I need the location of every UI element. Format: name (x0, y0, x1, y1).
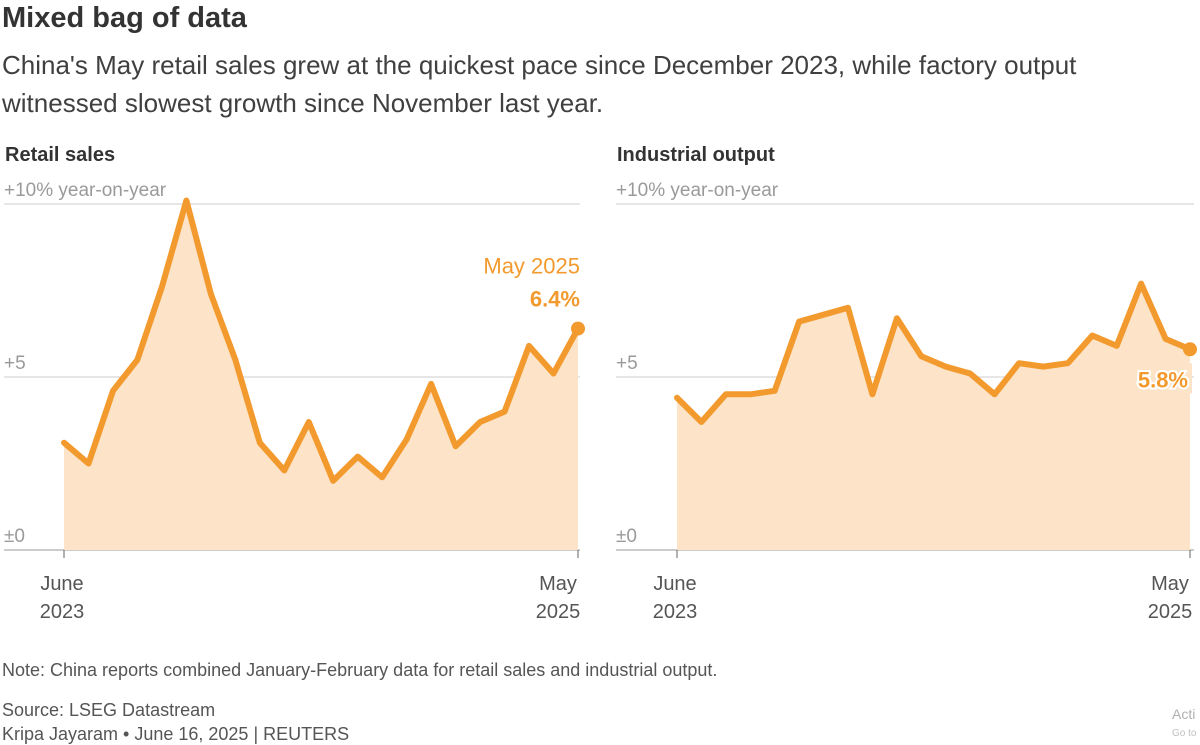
industrial-y-tick-label-0: ±0 (616, 526, 637, 547)
industrial-x-label-month-0: June (653, 573, 696, 595)
industrial-annotation-value: 5.8% (1138, 367, 1188, 392)
chart-subtitle: China's May retail sales grew at the qui… (2, 50, 1077, 118)
industrial-x-label-year-1: 2025 (1148, 601, 1193, 623)
retail-sales-plot: Retail sales ±0 +5 +10% year-on-year June 202… (4, 144, 585, 623)
retail-annotation-label: May 2025 (483, 254, 580, 279)
industrial-x-label-year-0: 2023 (653, 601, 698, 623)
os-activation-watermark-sub: Go to (1172, 728, 1197, 739)
industrial-area-fill (677, 283, 1190, 550)
retail-data-point-21 (571, 321, 585, 336)
industrial-x-label-month-1: May (1151, 573, 1189, 595)
retail-x-label-month-0: June (40, 573, 83, 595)
retail-panel-title: Retail sales (5, 144, 115, 166)
source-line: Source: LSEG Datastream (2, 700, 216, 720)
industrial-y-tick-label-5: +5 (616, 353, 638, 374)
retail-y-tick-label-0: ±0 (4, 526, 25, 547)
retail-x-label-year-0: 2023 (40, 601, 85, 623)
retail-x-label-year-1: 2025 (536, 601, 581, 623)
retail-y-tick-label-5: +5 (4, 353, 26, 374)
retail-x-label-month-1: May (539, 573, 577, 595)
industrial-annotation-backdrop (1122, 363, 1192, 394)
retail-annotation-value: 6.4% (530, 287, 580, 312)
chart-title: Mixed bag of data (2, 2, 247, 34)
os-activation-watermark: Acti (1172, 706, 1196, 722)
industrial-y-tick-label-10: +10% year-on-year (616, 180, 779, 201)
industrial-output-plot: Industrial output ±0 +5 +10% year-on-year Ju… (616, 144, 1197, 623)
byline: Kripa Jayaram • June 16, 2025 | REUTERS (2, 724, 350, 744)
footnote: Note: China reports combined January-Feb… (2, 660, 718, 680)
retail-sales-chart: Retail sales ±0 +5 +10% year-on-year June 202… (0, 140, 590, 640)
industrial-series-line (674, 280, 1193, 425)
retail-y-tick-label-10: +10% year-on-year (4, 180, 167, 201)
retail-area-fill (64, 200, 578, 550)
industrial-panel-title: Industrial output (617, 144, 775, 166)
retail-series-line (61, 197, 581, 484)
industrial-output-chart: Industrial output ±0 +5 +10% year-on-year Ju… (612, 140, 1200, 640)
industrial-data-point-21 (1183, 342, 1197, 357)
